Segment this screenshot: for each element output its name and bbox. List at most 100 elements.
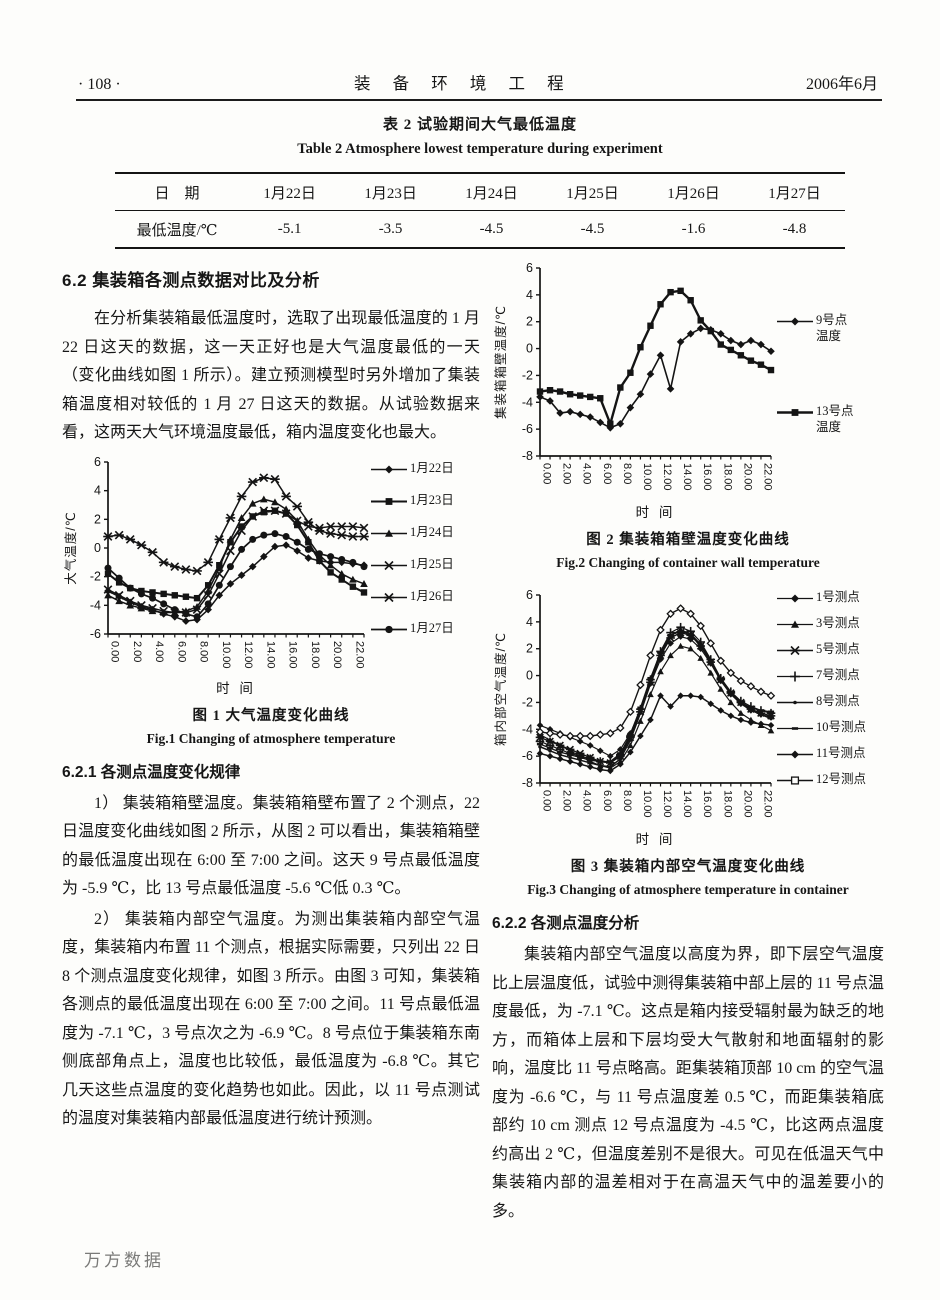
svg-text:4.00: 4.00 xyxy=(153,641,165,662)
svg-text:4: 4 xyxy=(526,288,533,302)
figure-1: -6 -4 -2 0 2 4 6 0.00 2.00 4.00 6.00 8.00 10.00 12.00… xyxy=(62,452,480,747)
paragraph: 在分析集装箱最低温度时，选取了出现最低温度的 1 月 22 日这天的数据，这一天… xyxy=(62,310,480,441)
x-axis-label: 时 间 xyxy=(216,681,256,696)
svg-text:2.00: 2.00 xyxy=(561,463,573,484)
svg-text:12.00: 12.00 xyxy=(661,790,673,818)
legend-marker-icon xyxy=(777,776,813,785)
header-cell: 1月26日 xyxy=(667,185,720,202)
series-5 xyxy=(536,629,775,763)
figure-3: -8 -6 -4 -2 0 2 4 6 0.00 2.00 4.00 6.00 8.00 10.00 12.… xyxy=(492,587,884,898)
svg-text:6.00: 6.00 xyxy=(601,463,613,484)
legend-marker-icon xyxy=(371,625,407,633)
svg-text:22.00: 22.00 xyxy=(761,463,773,491)
svg-text:16.00: 16.00 xyxy=(287,641,299,669)
series-5 xyxy=(104,529,368,620)
svg-text:6: 6 xyxy=(94,455,101,469)
svg-text:-6: -6 xyxy=(522,422,533,436)
svg-text:2: 2 xyxy=(526,642,533,656)
legend-label: 1月24日 xyxy=(410,524,454,539)
legend-label: 1月27日 xyxy=(410,620,454,635)
legend-label: 1月26日 xyxy=(410,588,454,603)
legend-marker-icon xyxy=(371,560,407,570)
svg-text:-2: -2 xyxy=(522,368,533,382)
svg-text:0: 0 xyxy=(94,541,101,555)
header-cell-date: 日 期 xyxy=(154,185,200,202)
figure-2-caption-en: Fig.2 Changing of container wall tempera… xyxy=(556,555,820,570)
legend-item: 9号点 温度 xyxy=(776,312,880,345)
svg-text:0: 0 xyxy=(526,669,533,683)
legend-item: 12号测点 xyxy=(776,771,880,788)
svg-text:2.00: 2.00 xyxy=(561,790,573,811)
svg-text:-6: -6 xyxy=(522,749,533,763)
svg-text:4: 4 xyxy=(94,483,101,497)
svg-text:18.00: 18.00 xyxy=(309,641,321,669)
legend-item: 11号测点 xyxy=(776,745,880,762)
legend-marker-icon xyxy=(777,700,813,705)
section-heading-6-2-1: 6.2.1 各测点温度变化规律 xyxy=(62,763,241,781)
figure-3-chart-svg: -8 -6 -4 -2 0 2 4 6 0.00 2.00 4.00 6.00 8.00 10.00 12.… xyxy=(493,588,776,847)
header-cell: 1月27日 xyxy=(768,185,821,202)
legend-item: 7号测点 xyxy=(776,667,880,684)
figure-1-caption-cn: 图 1 大气温度变化曲线 xyxy=(192,707,350,724)
paragraph: 集装箱内部空气温度以高度为界，即下层空气温度比上层温度低，试验中测得集装箱中部上… xyxy=(492,946,884,1220)
figure-2: -8 -6 -4 -2 0 2 4 6 0.00 2.00 4.00 6.00 8.00 10.00 12.… xyxy=(492,260,884,571)
row-label-cell: 最低温度/℃ xyxy=(136,222,218,239)
svg-text:0.00: 0.00 xyxy=(541,790,553,811)
legend-label: 1月22日 xyxy=(410,460,454,475)
legend-label: 11号测点 xyxy=(816,746,866,760)
legend-label: 1月25日 xyxy=(410,556,454,571)
legend-label: 1月23日 xyxy=(410,492,454,507)
x-axis-label: 时 间 xyxy=(636,832,676,847)
legend-label: 5号测点 xyxy=(816,642,860,656)
y-axis-label: 箱内部空气温度/℃ xyxy=(493,632,508,746)
legend-label: 7号测点 xyxy=(816,668,860,682)
axes: -6 -4 -2 0 2 4 6 0.00 2.00 4.00 6.00 8.00 10.00 12.00… xyxy=(90,455,365,669)
svg-text:-4: -4 xyxy=(522,395,533,409)
svg-text:10.00: 10.00 xyxy=(641,790,653,818)
svg-text:-4: -4 xyxy=(90,598,101,612)
svg-text:8.00: 8.00 xyxy=(198,641,210,662)
legend-marker-icon xyxy=(371,465,407,473)
svg-text:-4: -4 xyxy=(522,722,533,736)
value-cell: -1.6 xyxy=(681,220,706,237)
legend-label: 8号测点 xyxy=(816,694,860,708)
svg-text:0: 0 xyxy=(526,342,533,356)
legend-item: 13号点 温度 xyxy=(776,403,880,436)
value-cell: -4.8 xyxy=(782,220,807,237)
svg-text:20.00: 20.00 xyxy=(741,790,753,818)
svg-text:16.00: 16.00 xyxy=(701,790,713,818)
paragraph: 2） 集装箱内部空气温度。为测出集装箱内部空气温度，集装箱内布置 11 个测点，… xyxy=(62,910,480,1128)
figure-2-chartwrap: -8 -6 -4 -2 0 2 4 6 0.00 2.00 4.00 6.00 8.00 10.00 12.… xyxy=(492,260,884,522)
legend-marker-icon xyxy=(371,529,407,537)
series-3 xyxy=(103,505,369,617)
legend-item: 10号测点 xyxy=(776,719,880,736)
journal-title: 装 备 环 境 工 程 xyxy=(354,74,573,93)
svg-text:18.00: 18.00 xyxy=(721,790,733,818)
page-number: · 108 · xyxy=(78,76,121,93)
svg-text:4.00: 4.00 xyxy=(581,790,593,811)
svg-text:-8: -8 xyxy=(522,449,533,463)
value-cell: -5.1 xyxy=(277,220,302,237)
figure-3-chartwrap: -8 -6 -4 -2 0 2 4 6 0.00 2.00 4.00 6.00 8.00 10.00 12.… xyxy=(492,587,884,849)
table-caption-en: Table 2 Atmosphere lowest temperature du… xyxy=(297,141,663,157)
svg-text:18.00: 18.00 xyxy=(721,463,733,491)
legend-item: 1月22日 xyxy=(370,460,478,477)
header-cell: 1月22日 xyxy=(263,185,316,202)
legend-marker-icon xyxy=(777,645,813,656)
legend-marker-icon xyxy=(371,592,407,602)
svg-text:6: 6 xyxy=(526,261,533,275)
legend-item: 1月26日 xyxy=(370,588,478,605)
axes: -8 -6 -4 -2 0 2 4 6 0.00 2.00 4.00 6.00 8.00 10.00 12.… xyxy=(522,261,774,491)
y-axis-label: 集装箱箱壁温度/℃ xyxy=(493,305,508,419)
legend-label: 9号点 温度 xyxy=(816,313,848,344)
svg-text:14.00: 14.00 xyxy=(681,790,693,818)
header-cell: 1月23日 xyxy=(364,185,417,202)
legend-marker-icon xyxy=(777,317,813,326)
svg-text:12.00: 12.00 xyxy=(661,463,673,491)
svg-text:10.00: 10.00 xyxy=(641,463,653,491)
legend-marker-icon xyxy=(777,671,813,682)
series-2 xyxy=(535,628,776,767)
svg-text:10.00: 10.00 xyxy=(220,641,232,669)
section-heading-6-2: 6.2 集装箱各测点数据对比及分析 xyxy=(62,271,320,290)
page-header: · 108 · 装 备 环 境 工 程 2006年6月 xyxy=(78,70,878,94)
